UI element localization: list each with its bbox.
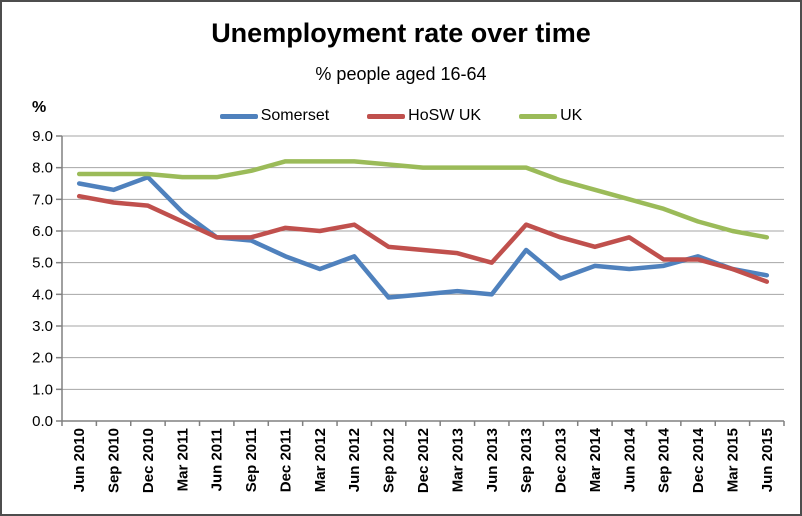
y-tick-label: 0.0 xyxy=(32,413,53,430)
x-axis-label: Jun 2012 xyxy=(346,428,363,492)
chart-subtitle: % people aged 16-64 xyxy=(315,64,487,84)
x-axis-label: Mar 2011 xyxy=(174,428,191,491)
x-axis-label: Jun 2014 xyxy=(621,427,638,492)
y-tick-label: 5.0 xyxy=(32,255,53,272)
x-axis-label: Jun 2013 xyxy=(484,428,501,492)
y-tick-label: 2.0 xyxy=(32,350,53,367)
chart-title: Unemployment rate over time xyxy=(211,18,591,48)
legend-item-uk: UK xyxy=(519,107,582,125)
x-axis-label: Sep 2012 xyxy=(381,428,398,493)
y-tick-label: 9.0 xyxy=(32,128,53,145)
x-axis-label: Mar 2015 xyxy=(724,428,741,492)
x-axis-label: Jun 2015 xyxy=(759,428,776,492)
x-axis-label: Dec 2013 xyxy=(553,428,570,493)
uk-line-swatch xyxy=(519,113,558,119)
x-axis-label: Dec 2010 xyxy=(140,428,157,493)
x-axis-label: Dec 2014 xyxy=(690,427,707,493)
x-axis-label: Sep 2010 xyxy=(106,428,123,493)
x-axis-label: Sep 2014 xyxy=(656,427,673,493)
x-axis-label: Mar 2014 xyxy=(587,427,604,492)
legend-label-hosw-uk: HoSW UK xyxy=(408,107,482,124)
y-tick-label: 3.0 xyxy=(32,318,53,335)
x-axis-label: Sep 2011 xyxy=(243,428,260,492)
x-axis-label: Mar 2012 xyxy=(312,428,329,492)
y-tick-label: 4.0 xyxy=(32,286,53,303)
series-line-uk xyxy=(76,159,770,240)
y-tick-label: 8.0 xyxy=(32,160,53,177)
y-tick-label: 6.0 xyxy=(32,223,53,240)
y-tick-label: 1.0 xyxy=(32,381,53,398)
x-axis-label: Dec 2011 xyxy=(277,428,294,492)
x-axis-label: Mar 2013 xyxy=(449,428,466,492)
somerset-line-swatch xyxy=(219,113,258,119)
x-axis-label: Jun 2010 xyxy=(71,428,88,492)
series-line-somerset xyxy=(76,174,770,300)
series-line-hosw-uk xyxy=(76,193,770,284)
x-axis-label: Dec 2012 xyxy=(415,428,432,493)
hosw-uk-line-swatch xyxy=(367,113,406,119)
chart-legend: Somerset HoSW UK UK xyxy=(2,107,800,125)
legend-label-uk: UK xyxy=(560,107,583,124)
x-axis-label: Jun 2011 xyxy=(209,428,226,491)
y-axis-unit-label: % xyxy=(32,99,47,116)
legend-label-somerset: Somerset xyxy=(260,107,330,124)
legend-item-hosw-uk: HoSW UK xyxy=(367,107,481,125)
x-axis-label: Sep 2013 xyxy=(518,428,535,493)
y-tick-label: 7.0 xyxy=(32,191,53,208)
legend-item-somerset: Somerset xyxy=(219,107,330,125)
